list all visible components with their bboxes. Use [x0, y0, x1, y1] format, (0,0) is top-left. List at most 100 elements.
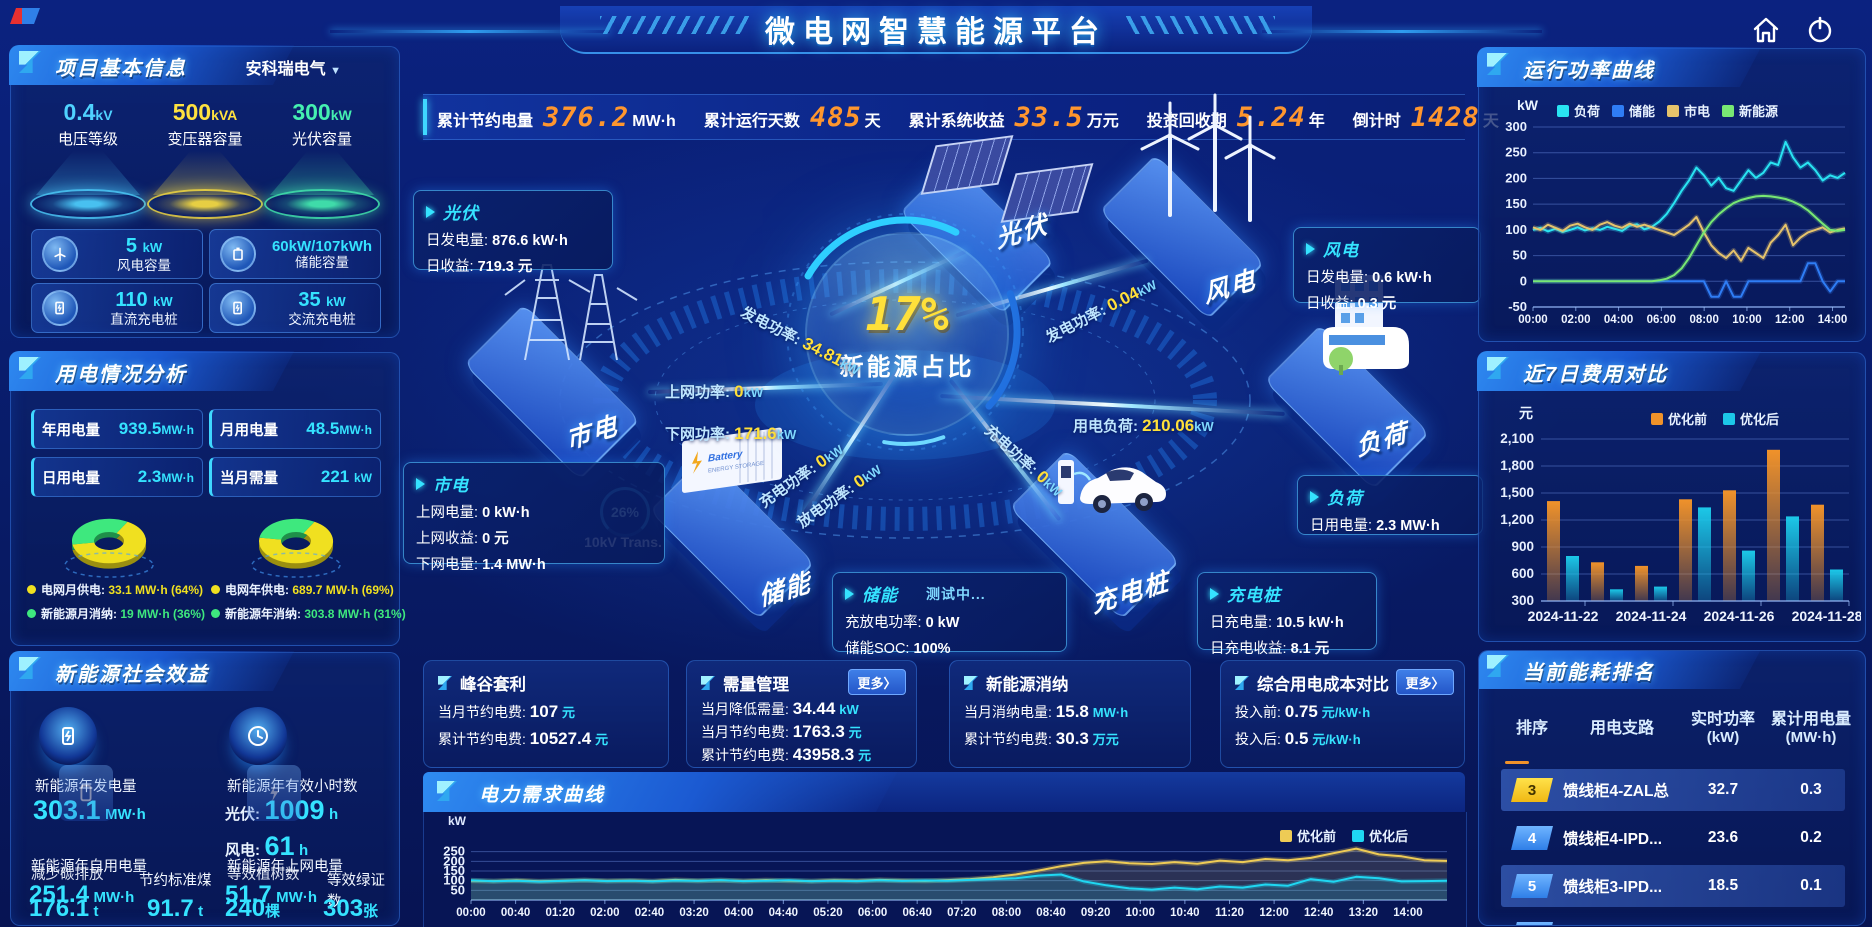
donut-month: [49, 503, 169, 589]
svg-text:2024-11-22: 2024-11-22: [1528, 608, 1599, 624]
svg-text:09:20: 09:20: [1081, 907, 1110, 919]
svg-text:05:20: 05:20: [813, 907, 842, 919]
svg-text:10:00: 10:00: [1126, 907, 1155, 919]
panel-demand-header: 电力需求曲线: [423, 772, 1465, 812]
capacity-card-storage: 60kW/107kWh 储能容量: [209, 229, 381, 279]
card-demand-mgmt: 需量管理 更多〉 当月降低需量: 34.44 kW 当月节约电费: 1763.3…: [686, 660, 917, 768]
title-line-left: [330, 30, 610, 33]
card-load: 负荷 日用电量: 2.3 MW·h: [1297, 475, 1483, 535]
table-row[interactable]: 5 馈线柜3-IPD... 18.5 0.1: [1501, 865, 1845, 907]
svg-text:900: 900: [1511, 539, 1534, 554]
legend-renew-month[interactable]: 新能源月消纳: 19 MW·h (36%): [27, 605, 205, 622]
demand-legend[interactable]: 优化前 优化后: [1280, 826, 1408, 845]
panel-power-curve: 运行功率曲线 kW 负荷 储能 市电 新能源 -50 0 50 100 150 200 25…: [1477, 47, 1866, 342]
benefit-self-use-label: 新能源年自用电量: [31, 859, 147, 875]
legend-grid-month[interactable]: 电网月供电: 33.1 MW·h (64%): [27, 581, 203, 598]
benefit-coal-value: 91.7 t: [147, 895, 204, 922]
power-curve-legend[interactable]: 负荷 储能 市电 新能源: [1557, 101, 1778, 120]
benefit-pv-hours: 光伏: 1009 h: [225, 795, 339, 825]
legend-grid-year[interactable]: 电网年供电: 689.7 MW·h (69%): [211, 581, 394, 598]
svg-text:300: 300: [1505, 119, 1527, 134]
more-button[interactable]: 更多〉: [848, 669, 906, 695]
card-storage: 储能 测试中... 充放电功率: 0 kW 储能SOC: 100%: [832, 572, 1067, 657]
more-button[interactable]: 更多〉: [1396, 669, 1454, 695]
page-title: 微电网智慧能源平台: [765, 16, 1107, 49]
svg-text:11:20: 11:20: [1215, 907, 1244, 919]
stat-year-usage: 年用电量 939.5MW·h: [31, 409, 203, 449]
chevron-down-icon: ▼: [330, 65, 341, 77]
svg-text:01:20: 01:20: [546, 907, 575, 919]
battery-container-icon: Battery ENERGY STORAGE: [670, 415, 800, 515]
panel-ranking-title: 当前能耗排名: [1523, 662, 1655, 684]
table-row[interactable]: 6 馈线柜6-IPD 22.7 0.1: [1501, 913, 1845, 925]
company-dropdown[interactable]: 安科瑞电气 ▼: [245, 61, 341, 78]
panel-demand-title: 电力需求曲线: [479, 785, 606, 806]
card-grid: 市电 上网电量: 0 kW·h 上网收益: 0 元 下网电量: 1.4 MW·h: [403, 462, 665, 573]
svg-text:1,800: 1,800: [1500, 458, 1534, 473]
table-row[interactable]: 3 馈线柜4-ZAL总 32.7 0.3: [1501, 769, 1845, 811]
home-icon[interactable]: [1748, 12, 1784, 48]
scroll-indicator[interactable]: [1505, 761, 1529, 764]
cost-compare-legend[interactable]: 优化前 优化后: [1651, 409, 1779, 428]
svg-text:2,100: 2,100: [1500, 431, 1534, 446]
svg-text:00:00: 00:00: [1518, 314, 1547, 326]
benefit-co2-label: 减少碳排放: [31, 867, 104, 883]
svg-text:250: 250: [443, 844, 465, 859]
svg-text:150: 150: [443, 863, 465, 878]
legend-renew-year[interactable]: 新能源年消纳: 303.8 MW·h (31%): [211, 605, 406, 622]
panel-benefits-title: 新能源社会效益: [55, 664, 209, 686]
panel-power-curve-title: 运行功率曲线: [1523, 60, 1655, 82]
energy-icon: [39, 707, 97, 765]
benefit-cert-value: 303张: [323, 895, 379, 922]
stat-day-usage: 日用电量 2.3MW·h: [31, 457, 203, 497]
ranking-header-row: 排序 用电支路 实时功率 (kW) 累计用电量 (MW·h): [1515, 711, 1851, 746]
svg-text:0: 0: [1520, 273, 1527, 288]
rank-badge: 4: [1511, 826, 1553, 850]
svg-text:-50: -50: [1508, 299, 1527, 314]
panel-cost-compare: 近7日费用对比 元 优化前 优化后 300 600 900 1,200 1,500 1,8…: [1477, 351, 1866, 642]
flow-feedin-power: 上网功率: 0kW: [665, 382, 764, 401]
corner-icon: [1235, 676, 1249, 690]
benefit-trees-value: 240棵: [225, 895, 281, 922]
svg-text:10:40: 10:40: [1170, 907, 1199, 919]
card-wind: 风电 日发电量: 0.6 kW·h 日收益: 0.3 元: [1293, 227, 1481, 312]
panel-project-info: 项目基本信息 安科瑞电气 ▼ 0.4kV 电压等级 500kVA 变压器容量 3…: [9, 45, 400, 338]
spotlight-transformer: 500kVA 变压器容量: [141, 99, 269, 219]
corner-icon: [964, 676, 978, 690]
svg-text:12:00: 12:00: [1775, 314, 1804, 326]
svg-text:02:00: 02:00: [590, 907, 619, 919]
donut-year: [236, 503, 356, 589]
ranking-rows: 3 馈线柜4-ZAL总 32.7 0.3 4 馈线柜4-IPD... 23.6 …: [1501, 769, 1845, 925]
arrow-icon: [1210, 587, 1219, 600]
svg-text:12:00: 12:00: [1259, 907, 1288, 919]
svg-text:03:20: 03:20: [679, 907, 708, 919]
benefit-trees-label: 等效植树数: [227, 867, 300, 883]
rank-badge: 6: [1511, 922, 1553, 925]
power-icon[interactable]: [1802, 12, 1838, 48]
svg-text:600: 600: [1511, 566, 1534, 581]
svg-text:00:00: 00:00: [456, 907, 485, 919]
panel-cost-compare-title: 近7日费用对比: [1523, 364, 1669, 386]
flow-draw-power: 下网功率: 171.6kW: [665, 424, 797, 443]
spotlight-voltage: 0.4kV 电压等级: [24, 99, 152, 219]
renewable-share-label: 新能源占比: [839, 353, 975, 381]
table-row[interactable]: 4 馈线柜4-IPD... 23.6 0.2: [1501, 817, 1845, 859]
panel-usage-title: 用电情况分析: [55, 364, 187, 386]
svg-text:08:40: 08:40: [1036, 907, 1065, 919]
title-line-right: [1262, 30, 1542, 33]
svg-text:2024-11-26: 2024-11-26: [1704, 608, 1775, 624]
svg-text:50: 50: [1513, 248, 1527, 263]
kpi-payback: 投资回收期 5.24 年: [1146, 101, 1325, 133]
wind-turbine-icon: [42, 236, 78, 272]
panel-project-title: 项目基本信息: [55, 58, 187, 80]
svg-text:250: 250: [1505, 145, 1527, 160]
power-curve-unit: kW: [1517, 97, 1538, 113]
capacity-card-dc-charger: 110 kW 直流充电桩: [31, 283, 203, 333]
panel-usage-analysis: 用电情况分析 年用电量 939.5MW·h 月用电量 48.5MW·h 日用电量 2.…: [9, 351, 406, 646]
corner-icon: [701, 676, 715, 690]
capacity-card-ac-charger: 35 kW 交流充电桩: [209, 283, 381, 333]
benefit-cert-label: 等效绿证数: [327, 873, 385, 910]
arrow-icon: [845, 587, 854, 600]
card-charger: 充电桩 日充电量: 10.5 kW·h 日充电收益: 8.1 元: [1197, 572, 1377, 657]
stat-month-usage: 月用电量 48.5MW·h: [209, 409, 381, 449]
